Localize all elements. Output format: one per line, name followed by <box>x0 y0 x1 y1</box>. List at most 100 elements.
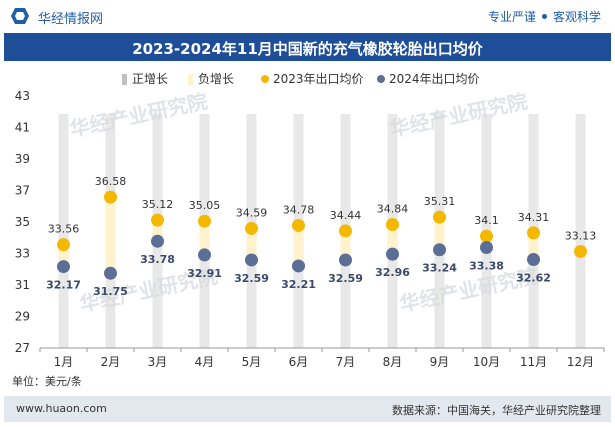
slogan-dot-icon <box>541 14 547 19</box>
slogan: 专业严谨 客观科学 <box>488 8 601 25</box>
data-label-2024: 32.59 <box>328 272 363 285</box>
data-label-2023: 35.12 <box>142 198 174 211</box>
chart-title: 2023-2024年11月中国新的充气橡胶轮胎出口均价 <box>132 40 483 58</box>
footer-bar: www.huaon.com 数据来源：中国海关，华经产业研究院整理 <box>4 396 611 422</box>
x-tick-label: 11月 <box>520 355 547 369</box>
website-link[interactable]: www.huaon.com <box>16 402 107 415</box>
point-2023 <box>480 229 493 243</box>
x-tick-label: 4月 <box>195 355 215 369</box>
legend-positive-swatch <box>122 74 127 85</box>
hexagon-logo-icon <box>11 8 29 24</box>
point-2024 <box>151 234 164 248</box>
data-label-2023: 33.56 <box>48 223 80 236</box>
labels-layer: 33.56 36.58 35.12 35.05 34.59 34.78 34.44 34.84… <box>46 175 596 298</box>
data-label-2023: 34.44 <box>330 209 362 222</box>
axis-layer: 43 41 39 37 35 33 31 29 27 1月 2月 3月 4月 5月 6月 7月 8月 9月 10月 1… <box>15 89 605 369</box>
y-tick-label: 43 <box>15 89 30 103</box>
source-note: 数据来源：中国海关，华经产业研究院整理 <box>392 404 601 417</box>
point-2023 <box>292 218 305 232</box>
points-layer <box>57 190 587 280</box>
logo-text: 华经情报网 <box>38 12 104 27</box>
point-2024 <box>198 248 211 262</box>
negative-growth-bar <box>340 230 351 260</box>
negative-growth-bar <box>58 244 69 267</box>
data-label-2023: 34.78 <box>283 203 315 216</box>
point-2023 <box>198 214 211 228</box>
negative-growth-bar <box>246 228 257 260</box>
bg-column <box>58 114 69 348</box>
point-2024 <box>433 243 446 257</box>
negative-growth-bar <box>152 220 163 242</box>
point-2024 <box>245 253 258 267</box>
y-tick-label: 39 <box>15 152 30 166</box>
data-label-2024: 32.59 <box>234 272 269 285</box>
data-label-2023: 34.1 <box>474 214 499 227</box>
title-bar: 2023-2024年11月中国新的充气橡胶轮胎出口均价 <box>4 33 611 61</box>
point-2024 <box>104 266 117 280</box>
data-label-2024: 32.91 <box>187 267 222 280</box>
negative-growth-bar <box>528 232 539 260</box>
bars-layer <box>58 114 586 348</box>
point-2024 <box>339 253 352 267</box>
data-label-2024: 33.78 <box>140 253 175 266</box>
y-tick-label: 27 <box>15 341 30 355</box>
x-tick-label: 2月 <box>101 355 121 369</box>
watermark-text: 华经产业研究院 <box>68 89 210 142</box>
y-tick-label: 33 <box>15 247 30 261</box>
point-2024 <box>480 241 493 255</box>
point-2024 <box>57 260 70 274</box>
data-label-2023: 34.84 <box>377 203 409 216</box>
x-tick-label: 9月 <box>430 355 450 369</box>
point-2023 <box>527 226 540 240</box>
data-label-2023: 33.13 <box>565 229 597 242</box>
x-tick-label: 6月 <box>289 355 309 369</box>
x-tick-label: 12月 <box>567 355 594 369</box>
negative-growth-bar <box>293 225 304 266</box>
data-label-2023: 34.31 <box>518 211 550 224</box>
data-label-2024: 32.96 <box>375 266 410 279</box>
slogan-right: 客观科学 <box>552 10 601 24</box>
data-label-2024: 31.75 <box>93 285 128 298</box>
point-2023 <box>386 218 399 232</box>
data-label-2023: 34.59 <box>236 206 268 219</box>
slogan-left: 专业严谨 <box>487 10 536 24</box>
negative-growth-bar <box>387 224 398 255</box>
y-tick-label: 31 <box>15 278 30 292</box>
x-tick-label: 1月 <box>54 355 74 369</box>
x-tick-label: 8月 <box>383 355 403 369</box>
top-bar: 华经情报网 专业严谨 客观科学 <box>0 0 615 32</box>
legend-2023-label: 2023年出口均价 <box>273 72 364 86</box>
bg-column <box>575 114 586 348</box>
negative-growth-bar <box>199 221 210 255</box>
point-2024 <box>386 247 399 261</box>
x-tick-label: 7月 <box>336 355 356 369</box>
point-2024 <box>292 259 305 273</box>
point-2023 <box>574 244 587 258</box>
data-label-2024: 32.62 <box>516 271 551 284</box>
y-tick-label: 29 <box>15 310 30 324</box>
legend-2023-marker <box>261 75 269 83</box>
legend-positive-label: 正增长 <box>132 72 168 86</box>
point-2023 <box>57 238 70 252</box>
x-tick-label: 10月 <box>473 355 500 369</box>
y-tick-label: 37 <box>15 184 30 198</box>
point-2023 <box>104 190 117 204</box>
unit-label: 单位：美元/条 <box>12 375 82 388</box>
legend-2024-marker <box>377 75 385 83</box>
x-tick-label: 3月 <box>148 355 168 369</box>
negative-growth-bar <box>434 217 445 250</box>
point-2023 <box>339 224 352 238</box>
y-tick-label: 35 <box>15 215 30 229</box>
data-label-2024: 32.17 <box>46 279 81 292</box>
legend-2024-label: 2024年出口均价 <box>389 72 480 86</box>
data-label-2023: 36.58 <box>95 175 127 188</box>
point-2023 <box>245 221 258 235</box>
watermark-text: 华经产业研究院 <box>388 89 530 142</box>
data-label-2023: 35.05 <box>189 199 221 212</box>
point-2023 <box>433 210 446 224</box>
legend-negative-label: 负增长 <box>198 72 234 86</box>
data-label-2023: 35.31 <box>424 195 456 208</box>
data-label-2024: 33.38 <box>469 260 504 273</box>
